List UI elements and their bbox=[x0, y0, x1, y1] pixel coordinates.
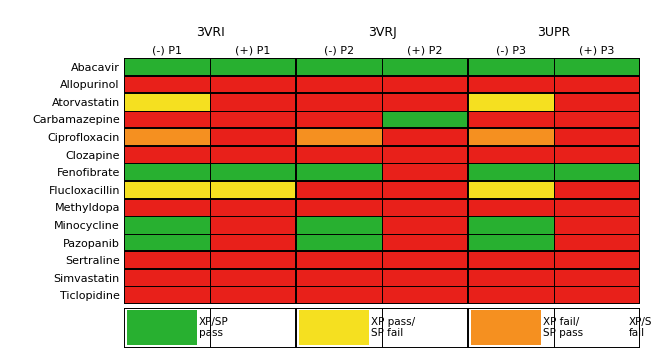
Bar bbox=[124, 286, 210, 304]
Bar bbox=[210, 111, 296, 128]
Bar bbox=[210, 58, 296, 76]
Bar bbox=[296, 269, 382, 286]
Bar bbox=[296, 251, 382, 269]
Bar bbox=[468, 286, 554, 304]
Bar bbox=[382, 286, 468, 304]
Bar bbox=[554, 181, 640, 199]
Bar bbox=[127, 310, 197, 345]
Bar bbox=[554, 128, 640, 146]
Bar bbox=[554, 163, 640, 181]
Text: 3UPR: 3UPR bbox=[537, 26, 571, 39]
Bar bbox=[554, 58, 640, 76]
Text: 3VRI: 3VRI bbox=[196, 26, 225, 39]
Bar bbox=[382, 199, 468, 216]
Bar bbox=[124, 128, 210, 146]
Bar bbox=[468, 76, 554, 93]
Bar bbox=[468, 163, 554, 181]
Bar bbox=[124, 269, 210, 286]
Bar bbox=[296, 111, 382, 128]
Bar bbox=[468, 146, 554, 163]
Bar bbox=[554, 146, 640, 163]
Bar bbox=[210, 146, 296, 163]
Text: XP fail/
SP pass: XP fail/ SP pass bbox=[543, 317, 583, 338]
Bar bbox=[124, 93, 210, 111]
Bar bbox=[382, 216, 468, 234]
Text: XP/S
fail: XP/S fail bbox=[629, 317, 652, 338]
Bar bbox=[210, 163, 296, 181]
Bar bbox=[468, 234, 554, 251]
Bar bbox=[124, 76, 210, 93]
Bar bbox=[298, 310, 369, 345]
Bar bbox=[210, 93, 296, 111]
Text: 3VRJ: 3VRJ bbox=[368, 26, 396, 39]
Bar bbox=[382, 251, 468, 269]
Bar bbox=[554, 76, 640, 93]
Bar bbox=[468, 251, 554, 269]
Bar bbox=[554, 234, 640, 251]
Bar bbox=[468, 93, 554, 111]
Bar bbox=[210, 286, 296, 304]
Bar bbox=[210, 128, 296, 146]
Bar bbox=[296, 286, 382, 304]
Bar bbox=[382, 93, 468, 111]
Bar bbox=[210, 216, 296, 234]
Bar bbox=[124, 216, 210, 234]
Bar bbox=[210, 251, 296, 269]
Bar bbox=[124, 181, 210, 199]
Bar bbox=[554, 286, 640, 304]
Bar bbox=[296, 216, 382, 234]
Bar bbox=[296, 76, 382, 93]
Bar bbox=[468, 181, 554, 199]
Bar bbox=[296, 234, 382, 251]
Bar bbox=[210, 234, 296, 251]
Bar bbox=[382, 111, 468, 128]
Bar bbox=[554, 199, 640, 216]
Bar bbox=[382, 234, 468, 251]
Bar bbox=[382, 146, 468, 163]
Bar bbox=[210, 181, 296, 199]
Bar bbox=[296, 146, 382, 163]
Bar bbox=[382, 76, 468, 93]
Bar bbox=[554, 111, 640, 128]
Bar bbox=[296, 163, 382, 181]
Bar bbox=[124, 111, 210, 128]
Bar bbox=[296, 181, 382, 199]
Bar bbox=[124, 146, 210, 163]
Bar bbox=[554, 216, 640, 234]
Bar bbox=[382, 128, 468, 146]
Bar bbox=[296, 93, 382, 111]
Bar bbox=[382, 58, 468, 76]
Bar bbox=[210, 76, 296, 93]
Bar bbox=[468, 269, 554, 286]
Bar bbox=[124, 199, 210, 216]
Bar bbox=[468, 128, 554, 146]
Bar bbox=[382, 269, 468, 286]
Bar bbox=[296, 199, 382, 216]
Bar bbox=[124, 251, 210, 269]
Bar bbox=[554, 93, 640, 111]
Bar bbox=[554, 251, 640, 269]
Bar bbox=[468, 216, 554, 234]
Bar bbox=[471, 310, 541, 345]
Bar bbox=[124, 58, 210, 76]
Bar bbox=[554, 269, 640, 286]
Text: XP/SP
pass: XP/SP pass bbox=[199, 317, 229, 338]
Bar bbox=[468, 199, 554, 216]
Bar bbox=[296, 128, 382, 146]
Bar bbox=[210, 199, 296, 216]
Bar bbox=[468, 58, 554, 76]
Bar bbox=[382, 163, 468, 181]
Bar bbox=[382, 181, 468, 199]
Bar bbox=[468, 111, 554, 128]
Bar bbox=[124, 163, 210, 181]
Bar bbox=[210, 269, 296, 286]
Text: XP pass/
SP fail: XP pass/ SP fail bbox=[371, 317, 415, 338]
Bar bbox=[296, 58, 382, 76]
Bar bbox=[124, 234, 210, 251]
